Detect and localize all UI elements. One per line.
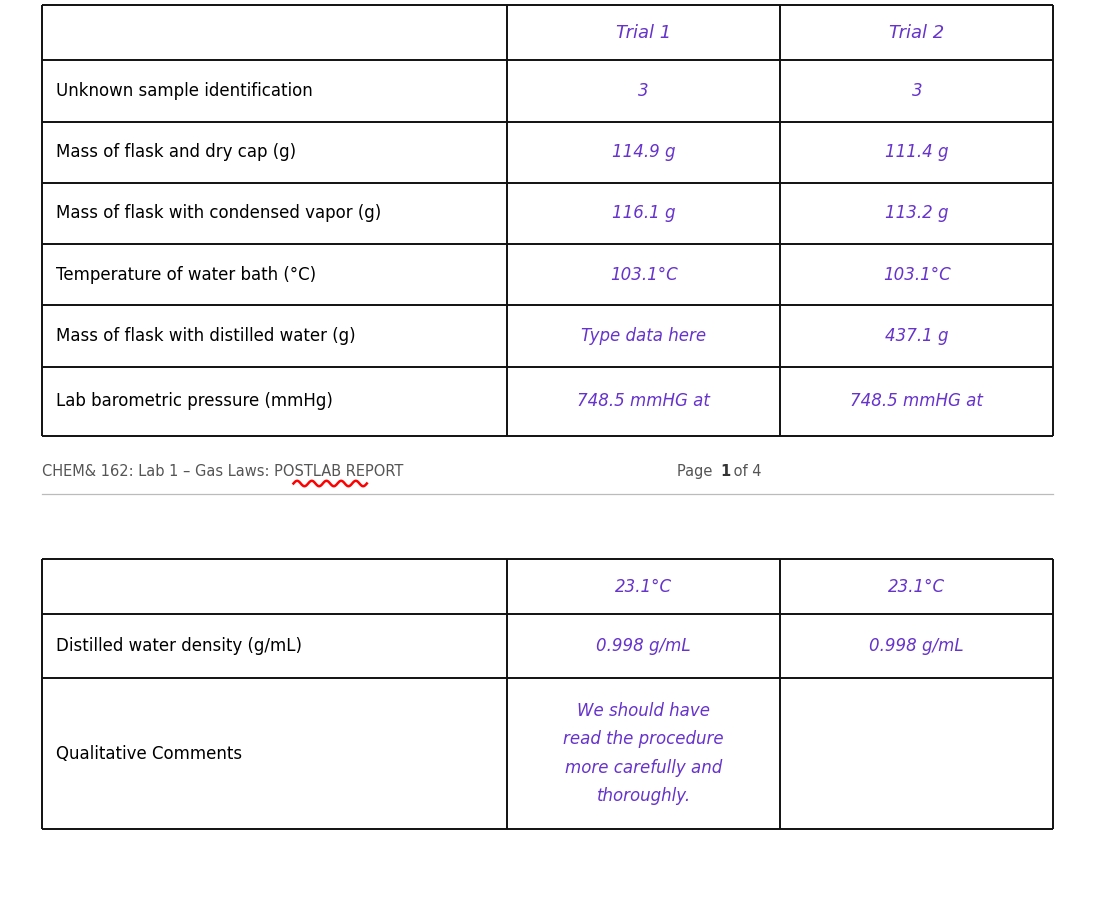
- Text: Page: Page: [677, 464, 717, 479]
- Text: Mass of flask with condensed vapor (g): Mass of flask with condensed vapor (g): [56, 205, 381, 222]
- Text: 437.1 g: 437.1 g: [885, 327, 948, 345]
- Text: Type data here: Type data here: [581, 327, 706, 345]
- Text: 23.1°C: 23.1°C: [888, 578, 945, 596]
- Text: 114.9 g: 114.9 g: [612, 143, 676, 161]
- Text: 0.998 g/mL: 0.998 g/mL: [869, 637, 964, 655]
- Text: 0.998 g/mL: 0.998 g/mL: [597, 637, 691, 655]
- Text: CHEM& 162: Lab 1 – Gas Laws: POSTLAB REPORT: CHEM& 162: Lab 1 – Gas Laws: POSTLAB REP…: [42, 464, 403, 479]
- Text: 748.5 mmHG at: 748.5 mmHG at: [577, 392, 710, 410]
- Text: Mass of flask with distilled water (g): Mass of flask with distilled water (g): [56, 327, 356, 345]
- Text: 1: 1: [721, 464, 730, 479]
- Text: 103.1°C: 103.1°C: [610, 266, 678, 283]
- Text: Mass of flask and dry cap (g): Mass of flask and dry cap (g): [56, 143, 296, 161]
- Text: Temperature of water bath (°C): Temperature of water bath (°C): [56, 266, 316, 283]
- Text: We should have
read the procedure
more carefully and
thoroughly.: We should have read the procedure more c…: [563, 702, 724, 805]
- Text: 748.5 mmHG at: 748.5 mmHG at: [851, 392, 983, 410]
- Text: Trial 1: Trial 1: [616, 24, 671, 42]
- Text: 103.1°C: 103.1°C: [883, 266, 950, 283]
- Text: 3: 3: [911, 82, 922, 100]
- Text: Distilled water density (g/mL): Distilled water density (g/mL): [56, 637, 302, 655]
- Text: Qualitative Comments: Qualitative Comments: [56, 745, 242, 762]
- Text: 23.1°C: 23.1°C: [615, 578, 672, 596]
- Text: 111.4 g: 111.4 g: [885, 143, 948, 161]
- Text: 116.1 g: 116.1 g: [612, 205, 676, 222]
- Text: of 4: of 4: [729, 464, 762, 479]
- Text: 3: 3: [638, 82, 649, 100]
- Text: 113.2 g: 113.2 g: [885, 205, 948, 222]
- Text: Trial 2: Trial 2: [889, 24, 944, 42]
- Text: Unknown sample identification: Unknown sample identification: [56, 82, 312, 100]
- Text: Lab barometric pressure (mmHg): Lab barometric pressure (mmHg): [56, 392, 333, 410]
